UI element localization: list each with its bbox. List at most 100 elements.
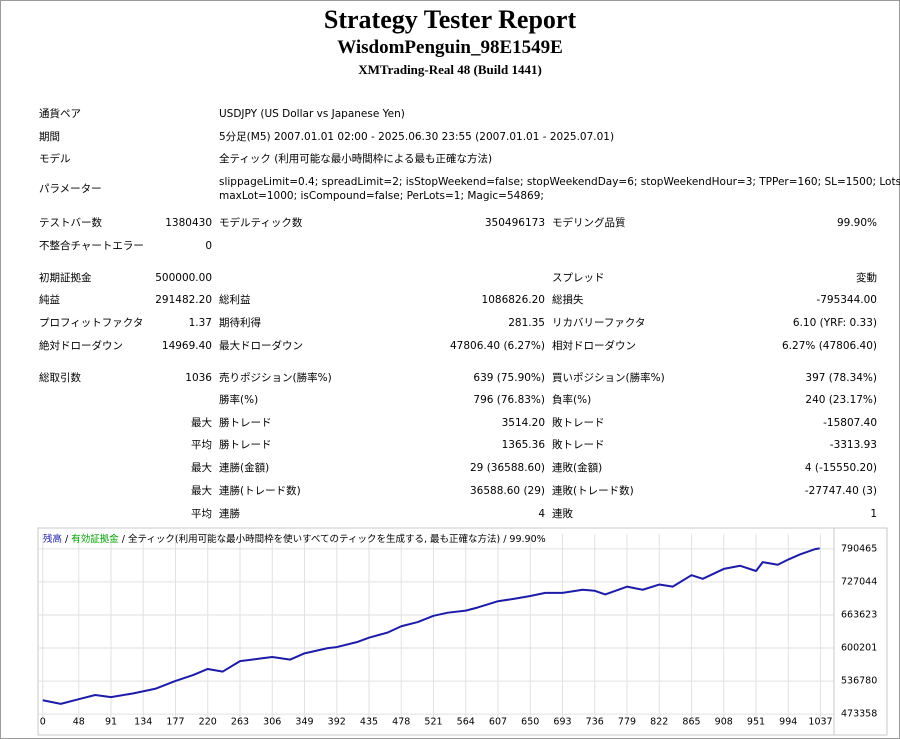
stat-label: 買いポジション(勝率%) <box>552 372 665 384</box>
x-tick-label: 220 <box>199 717 217 728</box>
stat-value: 796 (76.83%) <box>473 394 545 406</box>
stat-label: モデルティック数 <box>219 217 303 229</box>
info-label: モデル <box>39 153 71 165</box>
x-tick-label: 994 <box>779 717 797 728</box>
stat-value: 240 (23.17%) <box>805 394 877 406</box>
x-tick-label: 822 <box>650 717 668 728</box>
info-value: 全ティック (利用可能な最小時間枠による最も正確な方法) <box>219 153 493 165</box>
stat-value: 281.35 <box>508 317 545 329</box>
y-tick-label: 727044 <box>841 576 877 587</box>
legend-quality: 99.90% <box>509 534 545 545</box>
x-tick-label: 693 <box>553 717 571 728</box>
stat-value: 29 (36588.60) <box>470 462 545 474</box>
stat-value: 397 (78.34%) <box>805 372 877 384</box>
stat-value: 639 (75.90%) <box>473 372 545 384</box>
stat-value: 500000.00 <box>155 272 212 284</box>
stat-value: 14969.40 <box>161 340 212 352</box>
stat-label: テストバー数 <box>39 217 102 229</box>
stat-value: 47806.40 (6.27%) <box>450 340 545 352</box>
info-value: USDJPY (US Dollar vs Japanese Yen) <box>219 108 405 120</box>
stat-value: 6.10 (YRF: 0.33) <box>792 317 877 329</box>
stat-label: 連勝(金額) <box>219 462 270 474</box>
x-tick-label: 865 <box>682 717 700 728</box>
report-title: Strategy Tester Report <box>323 5 577 34</box>
report-subtitle: WisdomPenguin_98E1549E <box>337 37 563 58</box>
x-tick-label: 607 <box>489 717 507 728</box>
legend-separator: / <box>65 534 69 545</box>
stat-label: 総損失 <box>552 294 584 306</box>
legend-balance: 残高 <box>43 533 62 545</box>
stat-label: 連敗(金額) <box>552 462 603 474</box>
stat-label: 売りポジション(勝率%) <box>219 372 332 384</box>
y-tick-label: 663623 <box>841 609 877 620</box>
stat-value: 4 (-15550.20) <box>804 462 877 474</box>
stat-label: 敗トレード <box>552 439 605 451</box>
stat-label: 連勝 <box>219 508 240 520</box>
x-tick-label: 0 <box>40 717 46 728</box>
y-tick-label: 536780 <box>841 676 877 687</box>
stat-value: 最大 <box>191 462 212 474</box>
x-tick-label: 349 <box>295 717 313 728</box>
stat-value: 平均 <box>191 439 212 451</box>
stat-value: 291482.20 <box>155 294 212 306</box>
x-tick-label: 392 <box>328 717 346 728</box>
stat-value: 変動 <box>856 272 877 284</box>
stat-value: 99.90% <box>836 217 877 229</box>
stat-value: 1036 <box>185 372 212 384</box>
stat-label: プロフィットファクタ <box>39 317 144 329</box>
info-label: 通貨ペア <box>39 108 81 120</box>
y-tick-label: 790465 <box>841 543 877 554</box>
stat-label: 勝トレード <box>219 417 272 429</box>
stat-value: -27747.40 (3) <box>804 485 877 497</box>
stat-value: 36588.60 (29) <box>470 485 545 497</box>
stat-label: 絶対ドローダウン <box>39 340 123 352</box>
stat-label: 不整合チャートエラー <box>39 240 144 252</box>
legend-equity: 有効証拠金 <box>71 533 119 545</box>
x-tick-label: 951 <box>747 717 765 728</box>
x-tick-label: 48 <box>73 717 85 728</box>
x-tick-label: 177 <box>166 717 184 728</box>
balance-line <box>42 547 820 705</box>
stat-value: 1365.36 <box>501 439 545 451</box>
stat-value: 3514.20 <box>501 417 545 429</box>
x-tick-label: 521 <box>424 717 442 728</box>
stat-label: 初期証拠金 <box>39 272 92 284</box>
stat-label: 連敗(トレード数) <box>552 485 634 497</box>
stat-label: スプレッド <box>552 272 605 284</box>
stat-label: 期待利得 <box>219 317 261 329</box>
stat-label: 負率(%) <box>552 394 592 406</box>
stat-value: 1086826.20 <box>481 294 545 306</box>
y-tick-label: 473358 <box>841 709 877 720</box>
stat-label: 連勝(トレード数) <box>219 485 301 497</box>
stat-value: 1.37 <box>188 317 212 329</box>
info-value: 5分足(M5) 2007.01.01 02:00 - 2025.06.30 23… <box>219 131 615 143</box>
stat-value: -3313.93 <box>829 439 877 451</box>
y-tick-label: 600201 <box>841 643 877 654</box>
x-tick-label: 306 <box>263 717 281 728</box>
chart-frame <box>37 527 888 736</box>
stat-label: 相対ドローダウン <box>552 340 636 352</box>
x-tick-label: 908 <box>715 717 733 728</box>
stat-label: 勝トレード <box>219 439 272 451</box>
stat-label: モデリング品質 <box>552 217 626 229</box>
stat-value: 平均 <box>191 508 212 520</box>
stat-value: 0 <box>205 240 212 252</box>
stat-value: -15807.40 <box>823 417 877 429</box>
stat-label: 連敗 <box>552 508 573 520</box>
stat-label: リカバリーファクタ <box>552 317 646 329</box>
x-tick-label: 263 <box>231 717 249 728</box>
info-label: パラメーター <box>39 183 102 195</box>
stat-label: 総利益 <box>219 294 251 306</box>
x-tick-label: 1037 <box>808 717 832 728</box>
stat-value: 1 <box>870 508 877 520</box>
stat-label: 総取引数 <box>39 372 81 384</box>
x-tick-label: 779 <box>618 717 636 728</box>
x-tick-label: 564 <box>457 717 475 728</box>
info-value: maxLot=1000; isCompound=false; PerLots=1… <box>219 190 544 202</box>
stat-label: 勝率(%) <box>219 394 259 406</box>
stat-value: -795344.00 <box>816 294 877 306</box>
info-label: 期間 <box>39 131 60 143</box>
stat-value: 最大 <box>191 417 212 429</box>
